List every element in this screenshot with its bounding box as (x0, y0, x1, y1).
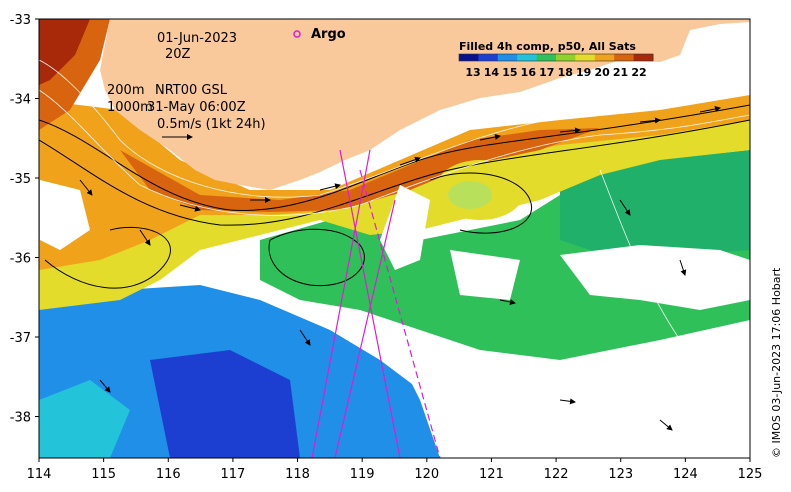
cloud-patch-mid (450, 250, 520, 300)
x-tick-label: 114 (27, 467, 52, 482)
map-time: 20Z (165, 47, 191, 62)
argo-marker-icon (293, 30, 301, 38)
colorbar-swatch (536, 54, 557, 61)
colorbar-ticks: 13 14 15 16 17 18 19 20 21 22 (465, 66, 646, 79)
sst-hottest-region (39, 19, 90, 85)
y-tick-label: -33 (10, 13, 31, 28)
colorbar-tick-label: 13 (465, 66, 480, 79)
colorbar-swatch (556, 54, 576, 61)
land-mass (100, 19, 750, 190)
colorbar-tick-label: 20 (594, 66, 610, 79)
depth-label-1000: 1000m (107, 100, 153, 115)
cloud-patch-east (560, 245, 750, 310)
x-tick-label: 125 (738, 467, 763, 482)
colorbar-tick-label: 22 (631, 66, 646, 79)
colorbar-tick-label: 14 (484, 66, 500, 79)
y-axis: -33 -34 -35 -36 -37 -38 (10, 13, 39, 426)
x-tick-label: 122 (544, 467, 569, 482)
colorbar-swatch (614, 54, 635, 61)
colorbar-swatch (517, 54, 538, 61)
colorbar-swatch (594, 54, 615, 61)
sst-cyan-region (39, 380, 130, 458)
map-date: 01-Jun-2023 (157, 31, 237, 46)
sst-teal-region (560, 150, 750, 260)
colorbar-tick-label: 18 (558, 66, 573, 79)
colorbar-title: Filled 4h comp, p50, All Sats (459, 40, 636, 53)
current-streamlines (39, 104, 750, 289)
colorbar-swatch (497, 54, 518, 61)
credit-label: © IMOS 03-Jun-2023 17:06 Hobart (770, 267, 783, 458)
colorbar-tick-label: 15 (502, 66, 517, 79)
cloud-patch-center (380, 185, 430, 270)
x-tick-label: 116 (156, 467, 181, 482)
cloud-patch-west (40, 180, 90, 250)
model-label: NRT00 GSL (155, 83, 228, 98)
model-time: 31-May 06:00Z (147, 100, 246, 115)
y-tick-label: -38 (10, 411, 31, 426)
colorbar-swatch (633, 54, 654, 61)
colorbar-swatch (575, 54, 596, 61)
sst-warm-core (120, 128, 600, 212)
colorbar-swatch (459, 54, 479, 61)
x-tick-label: 117 (220, 467, 245, 482)
x-tick-label: 120 (414, 467, 439, 482)
y-tick-label: -37 (10, 331, 31, 346)
y-tick-label: -34 (10, 93, 31, 108)
colorbar-tick-label: 19 (576, 66, 591, 79)
x-tick-label: 121 (479, 467, 504, 482)
x-tick-label: 124 (673, 467, 698, 482)
x-tick-label: 119 (350, 467, 375, 482)
colorbar-tick-label: 21 (613, 66, 628, 79)
x-tick-label: 123 (608, 467, 633, 482)
scale-arrow-label: 0.5m/s (1kt 24h) (157, 117, 266, 132)
cloud-patch-south (400, 360, 750, 458)
depth-label-200: 200m (107, 83, 144, 98)
y-tick-label: -36 (10, 252, 31, 267)
argo-tracks (311, 149, 441, 458)
argo-label: Argo (311, 27, 346, 42)
colorbar-swatch (478, 54, 499, 61)
x-tick-label: 115 (91, 467, 116, 482)
colorbar-frame (458, 53, 654, 62)
current-arrows (79, 106, 721, 431)
plot-frame (38, 18, 751, 459)
colorbar (458, 53, 654, 62)
colorbar-tick-label: 17 (539, 66, 554, 79)
y-tick-label: -35 (10, 172, 31, 187)
sst-coldest-region (150, 350, 300, 458)
colorbar-tick-label: 16 (521, 66, 537, 79)
sst-eddy-core (448, 181, 492, 209)
sst-field (39, 19, 750, 458)
x-tick-label: 118 (285, 467, 310, 482)
x-axis: 114 115 116 117 118 119 120 121 122 123 124 125 (27, 458, 763, 482)
